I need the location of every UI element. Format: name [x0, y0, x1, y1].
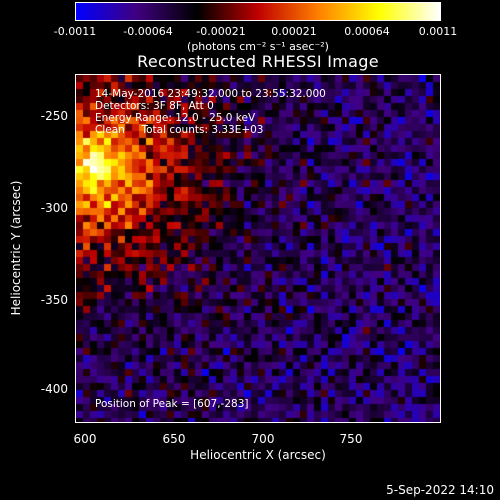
heatmap-image — [76, 75, 440, 422]
colorbar-units-label: (photons cm⁻² s⁻¹ asec⁻²) — [187, 40, 329, 53]
x-tick-label: 650 — [162, 432, 186, 446]
y-tick-label: -300 — [40, 201, 68, 215]
x-tick-label: 600 — [73, 432, 97, 446]
x-tick-label: 750 — [339, 432, 363, 446]
y-axis-label: Heliocentric Y (arcsec) — [9, 180, 23, 316]
detectors-label: Detectors: 3F 8F, Att 0 — [95, 100, 214, 112]
plot-area: 14-May-2016 23:49:32.000 to 23:55:32.000… — [75, 74, 441, 423]
peak-position-label: Position of Peak = [607,-283] — [95, 398, 249, 410]
colorbar-tick-label: -0.00021 — [196, 25, 246, 38]
x-axis-label: Heliocentric X (arcsec) — [190, 448, 326, 462]
colorbar-tick-label: 0.00064 — [344, 25, 390, 38]
colorbar-tick-label: -0.00064 — [123, 25, 173, 38]
time-range-label: 14-May-2016 23:49:32.000 to 23:55:32.000 — [95, 88, 326, 100]
colorbar — [75, 2, 441, 21]
date-stamp: 5-Sep-2022 14:10 — [386, 483, 494, 497]
plot-title: Reconstructed RHESSI Image — [137, 52, 379, 71]
colorbar-tick-label: 0.0011 — [418, 25, 458, 38]
y-tick-label: -350 — [40, 293, 68, 307]
y-tick-label: -250 — [40, 109, 68, 123]
y-tick-label: -400 — [40, 382, 68, 396]
colorbar-tick-label: -0.0011 — [53, 25, 97, 38]
x-tick-label: 700 — [251, 432, 275, 446]
method-label: Clean Total counts: 3.33E+03 — [95, 124, 264, 136]
colorbar-tick-label: 0.00021 — [271, 25, 317, 38]
energy-range-label: Energy Range: 12.0 - 25.0 keV — [95, 112, 256, 124]
